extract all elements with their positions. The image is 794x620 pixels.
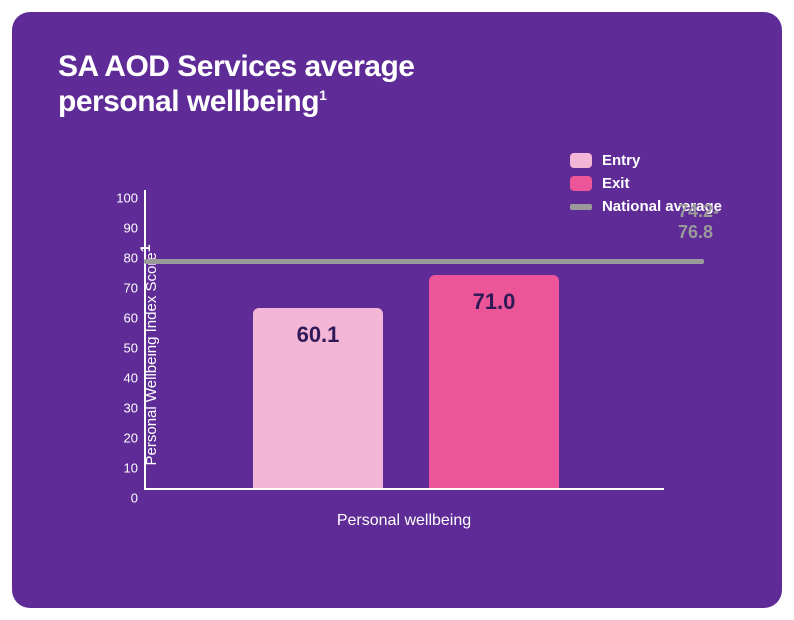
page-title: SA AOD Services average personal wellbei…	[58, 50, 736, 119]
y-tick: 70	[100, 281, 138, 296]
y-tick: 30	[100, 401, 138, 416]
chart-area: Personal Wellbeing Index Score1 01020304…	[100, 190, 690, 520]
y-tick: 80	[100, 251, 138, 266]
chart-card: SA AOD Services average personal wellbei…	[12, 12, 782, 608]
y-tick: 50	[100, 341, 138, 356]
bar-value-label: 71.0	[429, 289, 559, 315]
legend-label-entry: Entry	[602, 152, 640, 169]
y-tick: 90	[100, 221, 138, 236]
reference-line	[144, 259, 704, 264]
legend-swatch-exit	[570, 176, 592, 191]
plot-region: 60.171.074.2-76.8	[144, 190, 664, 490]
title-line-2: personal wellbeing	[58, 85, 319, 118]
y-tick: 40	[100, 371, 138, 386]
y-tick: 60	[100, 311, 138, 326]
x-axis-label: Personal wellbeing	[144, 512, 664, 530]
y-tick: 20	[100, 431, 138, 446]
y-tick: 0	[100, 491, 138, 506]
y-tick: 10	[100, 461, 138, 476]
legend-item-entry: Entry	[570, 152, 722, 169]
bar: 71.0	[429, 275, 559, 488]
y-tick: 100	[100, 191, 138, 206]
bar: 60.1	[253, 308, 383, 488]
legend-swatch-entry	[570, 153, 592, 168]
reference-line-label: 74.2-76.8	[678, 201, 719, 243]
bar-value-label: 60.1	[253, 322, 383, 348]
title-line-1: SA AOD Services average	[58, 50, 414, 83]
title-superscript: 1	[319, 87, 326, 103]
